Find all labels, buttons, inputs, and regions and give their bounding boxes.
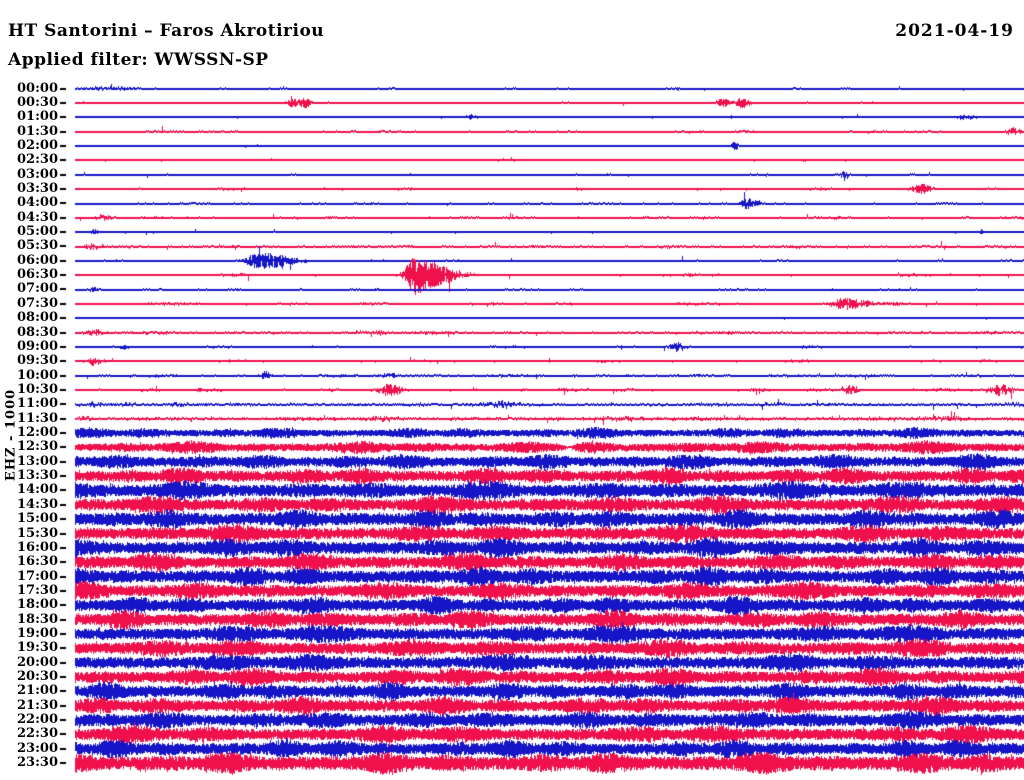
time-label-15-30: 15:30 [17,525,58,541]
time-label-21-00: 21:00 [17,683,58,699]
time-label-09-30: 09:30 [17,353,58,369]
time-label-17-00: 17:00 [17,568,58,584]
time-label-00-00: 00:00 [17,80,58,96]
time-label-16-00: 16:00 [17,539,58,555]
time-label-13-00: 13:00 [17,453,58,469]
time-label-21-30: 21:30 [17,697,58,713]
station-title: HT Santorini – Faros Akrotiriou [8,21,325,41]
time-label-08-00: 08:00 [17,310,58,326]
time-label-13-30: 13:30 [17,468,58,484]
time-label-11-30: 11:30 [17,410,58,426]
time-label-09-00: 09:00 [17,338,58,354]
time-label-04-30: 04:30 [17,209,58,225]
time-label-18-30: 18:30 [17,611,58,627]
time-label-14-30: 14:30 [17,496,58,512]
time-label-03-00: 03:00 [17,166,58,182]
time-label-12-30: 12:30 [17,439,58,455]
time-label-19-00: 19:00 [17,625,58,641]
filter-label: Applied filter: WWSSN-SP [8,50,269,70]
time-label-06-00: 06:00 [17,252,58,268]
time-label-10-30: 10:30 [17,381,58,397]
time-label-10-00: 10:00 [17,367,58,383]
time-label-23-00: 23:00 [17,740,58,756]
time-label-23-30: 23:30 [17,755,58,771]
time-label-15-00: 15:00 [17,511,58,527]
time-label-07-30: 07:30 [17,295,58,311]
time-label-05-30: 05:30 [17,238,58,254]
time-label-00-30: 00:30 [17,94,58,110]
time-label-05-00: 05:00 [17,224,58,240]
time-label-20-30: 20:30 [17,669,58,685]
time-label-11-00: 11:00 [17,396,58,412]
time-label-01-00: 01:00 [17,109,58,125]
time-label-06-30: 06:30 [17,267,58,283]
time-label-01-30: 01:30 [17,123,58,139]
time-label-22-30: 22:30 [17,726,58,742]
time-label-12-00: 12:00 [17,425,58,441]
time-label-04-00: 04:00 [17,195,58,211]
time-label-08-30: 08:30 [17,324,58,340]
time-label-20-00: 20:00 [17,654,58,670]
date-label: 2021-04-19 [895,21,1014,41]
time-label-14-00: 14:00 [17,482,58,498]
time-label-17-30: 17:30 [17,582,58,598]
time-label-22-00: 22:00 [17,712,58,728]
time-label-02-00: 02:00 [17,137,58,153]
time-label-03-30: 03:30 [17,180,58,196]
time-label-16-30: 16:30 [17,554,58,570]
time-label-02-30: 02:30 [17,152,58,168]
time-label-19-30: 19:30 [17,640,58,656]
time-label-07-00: 07:00 [17,281,58,297]
time-label-18-00: 18:00 [17,597,58,613]
